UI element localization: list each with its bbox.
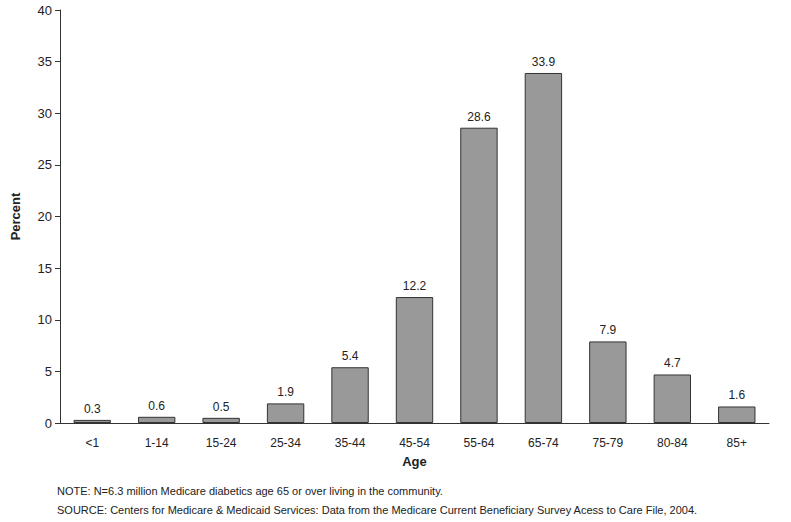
svg-text:85+: 85+ xyxy=(727,436,747,450)
svg-text:1.9: 1.9 xyxy=(277,385,294,399)
svg-text:55-64: 55-64 xyxy=(464,436,495,450)
svg-text:28.6: 28.6 xyxy=(467,110,491,124)
svg-text:Age: Age xyxy=(402,454,427,469)
svg-text:65-74: 65-74 xyxy=(528,436,559,450)
svg-text:35-44: 35-44 xyxy=(335,436,366,450)
svg-text:0.5: 0.5 xyxy=(213,400,230,414)
svg-text:25-34: 25-34 xyxy=(270,436,301,450)
svg-text:5.4: 5.4 xyxy=(342,349,359,363)
svg-text:25: 25 xyxy=(38,157,52,172)
svg-text:20: 20 xyxy=(38,209,52,224)
svg-text:1-14: 1-14 xyxy=(145,436,169,450)
svg-text:1.6: 1.6 xyxy=(728,388,745,402)
svg-text:80-84: 80-84 xyxy=(657,436,688,450)
svg-text:12.2: 12.2 xyxy=(403,279,427,293)
svg-text:0.3: 0.3 xyxy=(84,402,101,416)
svg-text:0: 0 xyxy=(45,416,52,431)
svg-text:30: 30 xyxy=(38,106,52,121)
svg-text:40: 40 xyxy=(38,3,52,18)
svg-text:10: 10 xyxy=(38,312,52,327)
svg-text:15: 15 xyxy=(38,261,52,276)
svg-text:Percent: Percent xyxy=(8,192,23,240)
svg-text:35: 35 xyxy=(38,54,52,69)
svg-text:45-54: 45-54 xyxy=(399,436,430,450)
svg-text:SOURCE: Centers for Medicare &: SOURCE: Centers for Medicare & Medicaid … xyxy=(57,504,697,516)
svg-text:4.7: 4.7 xyxy=(664,356,681,370)
svg-text:NOTE: N=6.3 million Medicare d: NOTE: N=6.3 million Medicare diabetics a… xyxy=(57,485,443,497)
svg-text:15-24: 15-24 xyxy=(206,436,237,450)
svg-text:<1: <1 xyxy=(85,436,99,450)
svg-text:33.9: 33.9 xyxy=(532,55,556,69)
svg-text:7.9: 7.9 xyxy=(600,323,617,337)
svg-text:5: 5 xyxy=(45,364,52,379)
svg-text:75-79: 75-79 xyxy=(593,436,624,450)
svg-text:0.6: 0.6 xyxy=(148,399,165,413)
